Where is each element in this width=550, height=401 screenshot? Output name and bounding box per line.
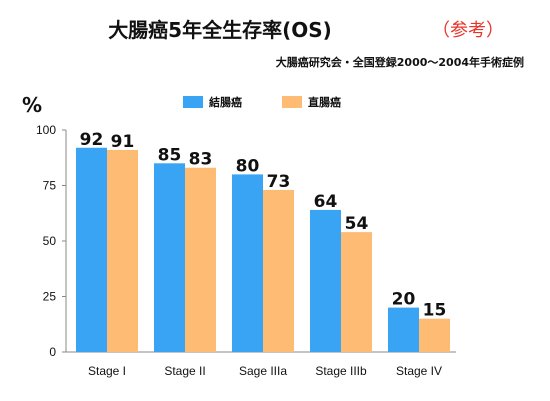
data-label-colon: 80 (236, 156, 260, 176)
y-tick-label: 25 (43, 290, 57, 304)
data-label-rectum: 15 (423, 301, 447, 321)
legend-item-colon: 結腸癌 (183, 94, 242, 110)
y-axis-label: % (22, 93, 42, 117)
reference-label: （参考） (432, 20, 504, 41)
x-tick-label: Stage I (88, 364, 126, 378)
legend-label-colon: 結腸癌 (209, 96, 242, 109)
bar-colon (154, 163, 185, 352)
bar-colon (310, 209, 341, 352)
bar-rectum (419, 318, 450, 352)
legend-item-rectum: 直腸癌 (282, 94, 341, 110)
y-tick-label: 75 (43, 179, 57, 193)
y-tick-label: 50 (43, 234, 57, 248)
bar-rectum (341, 232, 372, 352)
source-note: 大腸癌研究会・全国登録2000～2004年手術症例 (275, 56, 524, 69)
legend: 結腸癌 直腸癌 (183, 94, 341, 110)
y-tick-label: 100 (36, 123, 56, 137)
bar-colon (76, 147, 107, 352)
x-tick-label: Stage IV (396, 364, 442, 378)
data-label-colon: 92 (80, 130, 104, 150)
bar-rectum (263, 189, 294, 352)
chart-title: 大腸癌5年全生存率(OS) (108, 18, 332, 42)
x-tick-label: Stage IIIb (315, 364, 367, 378)
data-label-rectum: 91 (111, 132, 135, 152)
x-tick-label: Stage II (164, 364, 205, 378)
legend-swatch-rectum (282, 96, 302, 108)
data-label-colon: 85 (158, 145, 182, 165)
data-label-rectum: 73 (267, 172, 291, 192)
legend-label-rectum: 直腸癌 (308, 96, 341, 109)
x-tick-label: Sage IIIa (239, 364, 287, 378)
data-label-rectum: 83 (189, 150, 213, 170)
bar-rectum (185, 167, 216, 352)
y-tick-label: 0 (49, 345, 56, 359)
data-label-colon: 20 (392, 290, 416, 310)
data-label-colon: 64 (314, 192, 338, 212)
legend-swatch-colon (183, 96, 203, 108)
bar-colon (388, 307, 419, 352)
bar-colon (232, 174, 263, 352)
bar-rectum (107, 149, 138, 352)
data-label-rectum: 54 (345, 214, 369, 234)
